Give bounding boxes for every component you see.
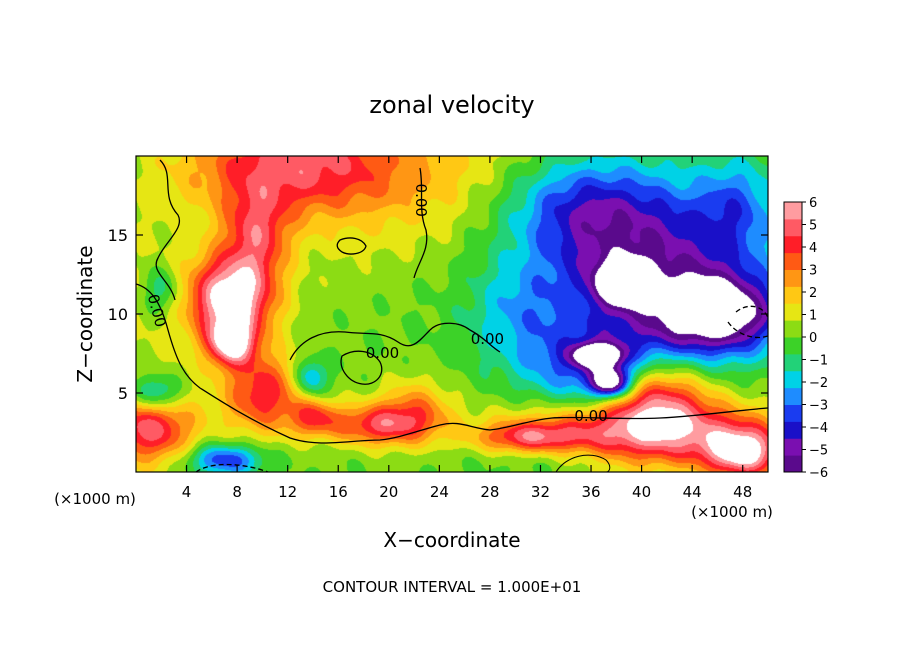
zero-contour-upper — [155, 159, 181, 301]
colorbar-swatch — [784, 404, 802, 422]
colorbar-swatch — [784, 303, 802, 321]
x-tick-label: 16 — [329, 483, 348, 501]
colorbar-label: −3 — [809, 399, 828, 414]
colorbar-label: 1 — [809, 309, 817, 324]
y-tick-label: 15 — [108, 226, 128, 245]
velocity-field — [136, 156, 768, 472]
contour-label: 0.00 — [412, 184, 430, 217]
y-axis-label: Z−coordinate — [73, 245, 97, 382]
colorbar-label: 2 — [809, 286, 817, 301]
x-axis-label: X−coordinate — [383, 528, 520, 552]
colorbar-swatch — [784, 252, 802, 270]
colorbar-label: −1 — [809, 354, 828, 369]
solid-contour-bottom-right — [555, 454, 611, 472]
colorbar-swatch — [784, 202, 802, 220]
contour-label: 0.00 — [366, 344, 399, 362]
colorbar-label: −2 — [809, 376, 828, 391]
colorbar-swatch — [784, 286, 802, 304]
zero-contours — [136, 159, 768, 472]
x-tick-label: 32 — [531, 483, 550, 501]
dashed-contour-right — [727, 305, 768, 339]
x-tick-label: 8 — [232, 483, 242, 501]
colorbar-swatch — [784, 235, 802, 254]
colorbar-label: 3 — [809, 264, 817, 279]
colorbar-swatch — [784, 421, 802, 439]
x-tick-label: 36 — [581, 483, 600, 501]
x-tick-label: 44 — [683, 483, 702, 501]
colorbar-label: 4 — [809, 241, 817, 256]
colorbar-swatch — [784, 353, 802, 372]
colorbar-label: −6 — [809, 466, 828, 481]
colorbar: 6 5 4 3 2 1 0 −1 −2 −3 −4 −5 −6 — [783, 196, 828, 481]
x-tick-label: 48 — [733, 483, 752, 501]
y-axis-ticks: 5 10 15 — [108, 226, 768, 403]
plot-area: 0.000.000.000.000.00 — [135, 155, 769, 473]
x-axis-ticks: 4 8 12 16 20 24 28 32 36 40 44 48 — [182, 156, 752, 501]
colorbar-swatch — [784, 387, 802, 405]
chart-title: zonal velocity — [369, 91, 534, 119]
zero-contour-loop — [340, 350, 383, 385]
contour-label: 0.00 — [574, 407, 607, 425]
colorbar-label: 0 — [809, 331, 817, 346]
y-tick-label: 10 — [108, 305, 128, 324]
x-tick-label: 20 — [379, 483, 398, 501]
zero-contour-small — [336, 237, 367, 255]
x-tick-label: 12 — [278, 483, 297, 501]
contour-label: 0.00 — [471, 330, 504, 348]
colorbar-swatch — [784, 455, 802, 473]
zero-contour-middle — [289, 322, 501, 361]
x-tick-label: 40 — [632, 483, 651, 501]
zero-contour-left — [136, 283, 768, 444]
colorbar-label: −5 — [809, 444, 828, 459]
contour-labels: 0.000.000.000.000.00 — [144, 184, 608, 426]
colorbar-swatch — [784, 320, 802, 338]
x-tick-label: 28 — [480, 483, 499, 501]
zero-contour-vertical — [413, 167, 428, 279]
contour-interval-note: CONTOUR INTERVAL = 1.000E+01 — [323, 578, 582, 596]
y-tick-label: 5 — [118, 384, 128, 403]
colorbar-swatch — [784, 218, 802, 237]
colorbar-swatch — [784, 337, 802, 355]
x-unit-label: (×1000 m) — [691, 503, 773, 521]
x-tick-label: 24 — [430, 483, 449, 501]
colorbar-label: 5 — [809, 219, 817, 234]
colorbar-swatch — [784, 438, 802, 456]
colorbar-swatch — [784, 269, 802, 287]
colorbar-swatch — [784, 370, 802, 389]
y-unit-label: (×1000 m) — [54, 490, 136, 508]
dashed-contour-bottom — [195, 463, 269, 472]
x-tick-label: 4 — [182, 483, 192, 501]
colorbar-label: 6 — [809, 196, 817, 211]
colorbar-label: −4 — [809, 421, 828, 436]
